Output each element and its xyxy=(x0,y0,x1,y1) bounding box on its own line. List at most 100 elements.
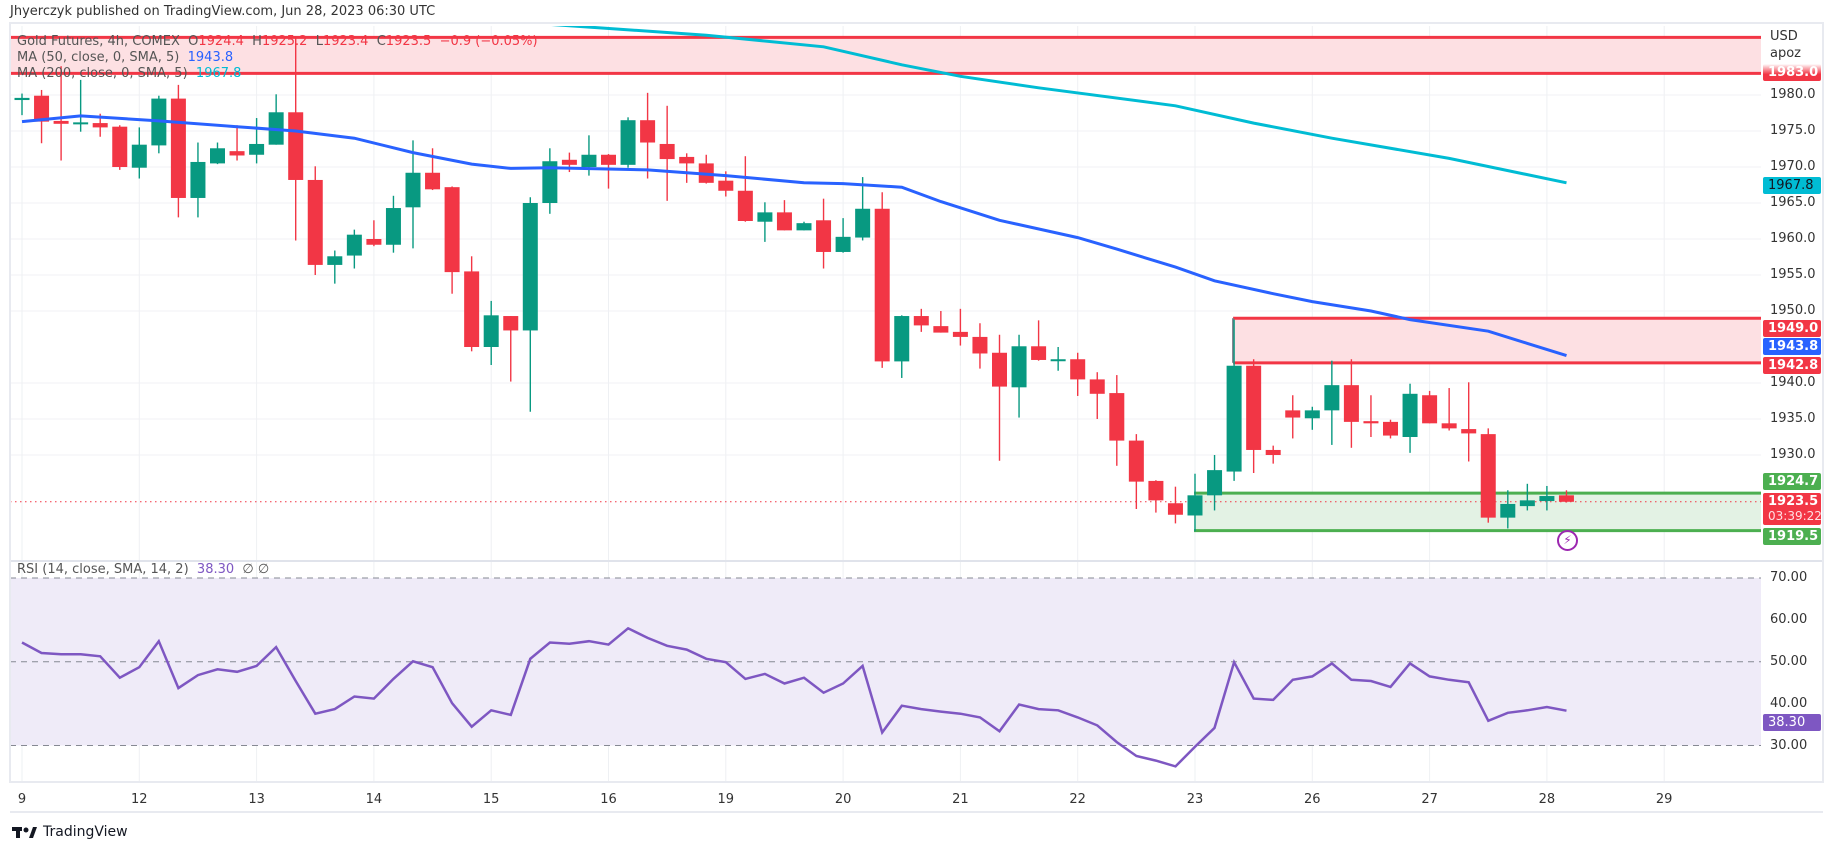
candle-down xyxy=(1441,423,1457,429)
candle-down xyxy=(601,154,616,165)
candle-up xyxy=(522,203,538,331)
ma50-line xyxy=(21,114,1567,358)
candle-down xyxy=(112,126,128,167)
high-label: H xyxy=(252,34,262,49)
rsi-label: RSI (14, close, SMA, 14, 2) xyxy=(17,562,189,577)
open-label: O xyxy=(188,34,199,49)
rsi-line xyxy=(21,626,1567,768)
candle-down xyxy=(1343,385,1359,422)
zones xyxy=(10,35,1761,533)
ma50-label: MA (50, close, 0, SMA, 5) xyxy=(17,50,180,65)
candle-down xyxy=(503,316,519,331)
candle-up xyxy=(855,208,871,238)
time-axis-label: 22 xyxy=(1069,792,1086,807)
time-axis-label: 9 xyxy=(17,792,27,807)
candle-down xyxy=(53,120,69,124)
low-label: L xyxy=(315,34,323,49)
rsi-axis-label: 30.00 xyxy=(1770,737,1808,753)
candle-up xyxy=(190,161,206,198)
tradingview-logo-icon xyxy=(12,827,37,838)
legend-ma200[interactable]: MA (200, close, 0, SMA, 5) 1967.8 xyxy=(17,66,241,81)
open-value: 1924.4 xyxy=(198,34,244,49)
candle-down xyxy=(1265,449,1281,455)
time-axis-label: 21 xyxy=(952,792,969,807)
axis-sub: apoz xyxy=(1770,46,1801,61)
time-axis-label: 13 xyxy=(248,792,265,807)
tradingview-logo[interactable]: TradingView xyxy=(12,824,128,840)
candle-up xyxy=(620,120,636,165)
candle-up xyxy=(1050,359,1066,362)
candle-down xyxy=(972,336,988,354)
candle-down xyxy=(288,112,304,180)
candle-down xyxy=(1480,434,1496,518)
badge-ma200: 1967.8 xyxy=(1763,177,1821,194)
candle-down xyxy=(1422,395,1438,424)
zone-red xyxy=(10,37,1761,74)
candle-down xyxy=(34,95,50,122)
high-value: 1925.2 xyxy=(261,34,308,49)
legend-rsi[interactable]: RSI (14, close, SMA, 14, 2) 38.30 ∅ ∅ xyxy=(17,562,269,577)
legend-symbol[interactable]: Gold Futures, 4h, COMEX O1924.4 H1925.2 … xyxy=(17,34,538,49)
badge-zone3-top: 1924.7 xyxy=(1763,473,1821,490)
candle-down xyxy=(1128,440,1144,482)
ma-lines xyxy=(21,26,1567,358)
candle-down xyxy=(229,151,245,156)
candle-up xyxy=(1187,495,1203,516)
time-axis-label: 23 xyxy=(1186,792,1204,807)
chart-border xyxy=(9,22,1824,783)
badge-zone-top: 1983.0 xyxy=(1763,64,1821,81)
candle-up xyxy=(73,122,89,125)
candle-up xyxy=(405,172,421,208)
candle-up xyxy=(131,144,147,168)
candle-up xyxy=(894,316,910,362)
candle-up xyxy=(542,161,558,203)
candle-down xyxy=(659,143,675,160)
candle-down xyxy=(1285,410,1301,418)
candle-up xyxy=(1226,365,1242,472)
published-caption: Jhyerczyk published on TradingView.com, … xyxy=(10,4,436,19)
candle-down xyxy=(1558,495,1574,502)
close-value: 1923.5 xyxy=(385,34,432,49)
ma200-value: 1967.8 xyxy=(195,66,242,81)
candle-up xyxy=(757,212,773,222)
lightning-icon[interactable]: ⚡ xyxy=(1557,530,1578,551)
price-axis-label: 1965.0 xyxy=(1770,195,1816,210)
candle-down xyxy=(718,180,734,191)
candle-up xyxy=(1539,496,1555,502)
candle-down xyxy=(1383,421,1398,436)
candle-up xyxy=(483,315,499,347)
rsi-axis-label: 70.00 xyxy=(1770,570,1808,585)
frame xyxy=(9,22,1824,813)
price-axis-label: 1950.0 xyxy=(1770,303,1816,318)
legend-ma50[interactable]: MA (50, close, 0, SMA, 5) 1943.8 xyxy=(17,50,233,65)
badge-zone2-bottom: 1942.8 xyxy=(1763,357,1821,374)
candle-down xyxy=(92,123,108,128)
low-value: 1923.4 xyxy=(322,34,369,49)
price-axis-label: 1970.0 xyxy=(1770,159,1816,174)
candle-down xyxy=(776,212,792,231)
change-value: −0.9 (−0.05%) xyxy=(439,34,538,49)
tradingview-logo-text: TradingView xyxy=(43,824,128,840)
rsi-axis-label: 50.00 xyxy=(1770,653,1808,669)
price-axis-label: 1935.0 xyxy=(1770,411,1816,426)
candle-down xyxy=(816,220,832,252)
symbol-name: Gold Futures, 4h, COMEX xyxy=(17,34,180,49)
badge-rsi: 38.30 xyxy=(1763,714,1821,731)
candle-down xyxy=(307,179,323,265)
candle-up xyxy=(1011,346,1027,388)
ma200-label: MA (200, close, 0, SMA, 5) xyxy=(17,66,188,81)
candle-down xyxy=(992,352,1007,387)
candle-down xyxy=(170,98,186,198)
candle-down xyxy=(444,187,460,273)
candle-up xyxy=(385,208,401,245)
zone-red xyxy=(1233,318,1761,363)
time-axis-label: 26 xyxy=(1304,792,1321,807)
candle-down xyxy=(1070,359,1086,380)
candle-down xyxy=(1031,346,1047,360)
candles xyxy=(14,37,1574,532)
badge-ma50: 1943.8 xyxy=(1763,338,1821,355)
axis-currency[interactable]: USD xyxy=(1770,29,1798,44)
candle-up xyxy=(1207,470,1223,496)
zone-green xyxy=(1194,493,1761,531)
